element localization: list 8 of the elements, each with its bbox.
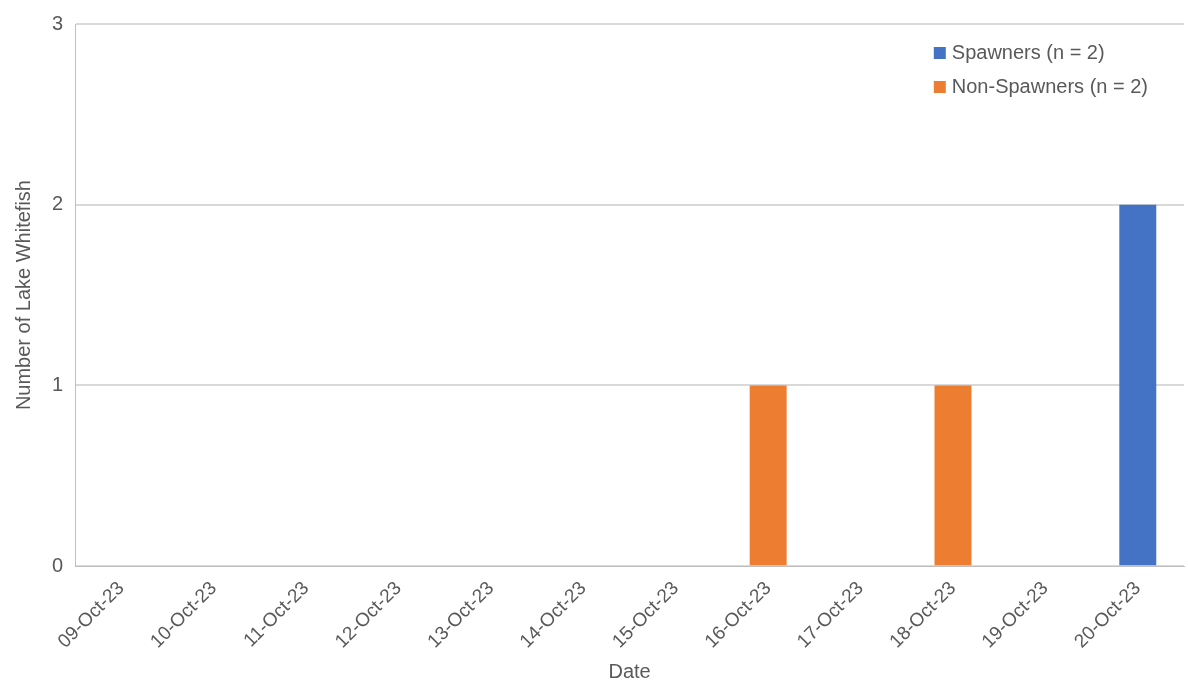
x-axis-title: Date bbox=[608, 659, 651, 682]
y-tick-label: 2 bbox=[52, 192, 64, 215]
y-tick-label: 1 bbox=[52, 372, 64, 395]
y-axis-title: Number of Lake Whitefish bbox=[11, 180, 34, 411]
legend-label: Spawners (n = 2) bbox=[951, 40, 1105, 63]
y-tick-label: 3 bbox=[52, 11, 64, 34]
legend-label: Non-Spawners (n = 2) bbox=[951, 74, 1148, 97]
y-tick-label: 0 bbox=[52, 553, 64, 576]
